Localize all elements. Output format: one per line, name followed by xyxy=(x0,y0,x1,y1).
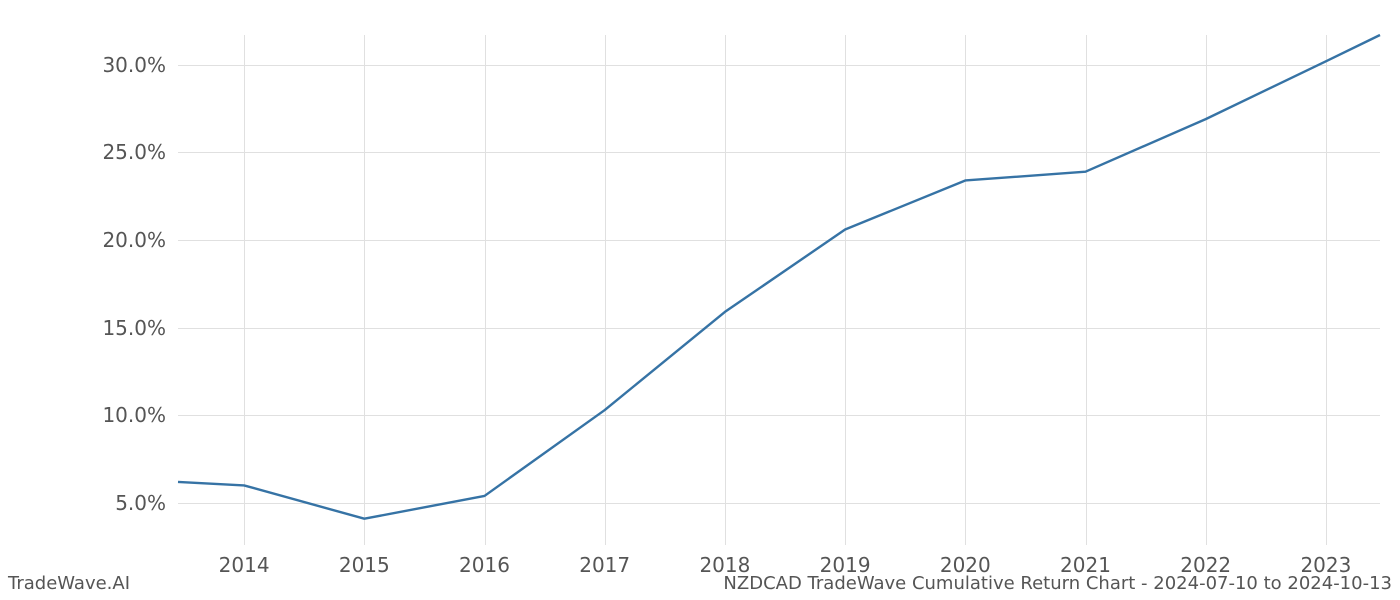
footer-right-label: NZDCAD TradeWave Cumulative Return Chart… xyxy=(723,573,1392,594)
line-chart-svg xyxy=(178,35,1380,545)
plot-area: 2014201520162017201820192020202120222023… xyxy=(178,35,1380,545)
y-tick-label: 15.0% xyxy=(102,316,166,340)
x-tick-label: 2015 xyxy=(339,553,390,577)
x-tick-label: 2014 xyxy=(219,553,270,577)
y-tick-label: 5.0% xyxy=(115,491,166,515)
y-tick-label: 20.0% xyxy=(102,228,166,252)
y-tick-label: 25.0% xyxy=(102,140,166,164)
chart-container: 2014201520162017201820192020202120222023… xyxy=(0,0,1400,600)
series-line xyxy=(178,35,1380,519)
x-tick-label: 2017 xyxy=(579,553,630,577)
y-tick-label: 30.0% xyxy=(102,53,166,77)
y-tick-label: 10.0% xyxy=(102,403,166,427)
x-tick-label: 2016 xyxy=(459,553,510,577)
footer-left-label: TradeWave.AI xyxy=(8,573,130,594)
